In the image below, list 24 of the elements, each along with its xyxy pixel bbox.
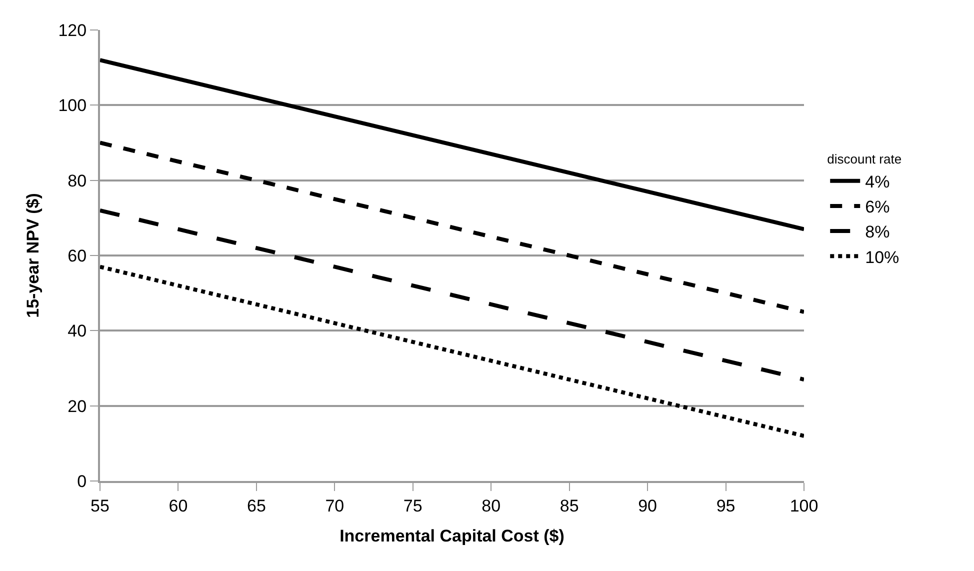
legend-label: 8% [865, 222, 890, 242]
y-tick-label: 0 [77, 472, 87, 491]
x-tick-label: 60 [168, 496, 188, 516]
x-tick-label: 55 [90, 496, 110, 516]
x-tick-label: 85 [560, 496, 579, 516]
legend-label: 4% [865, 172, 890, 192]
y-tick-label: 60 [68, 246, 87, 266]
x-tick-label: 95 [716, 496, 736, 516]
x-tick-label: 70 [325, 496, 344, 516]
x-axis-title: Incremental Capital Cost ($) [340, 526, 564, 546]
legend-title: discount rate [827, 151, 902, 166]
x-tick-label: 80 [482, 496, 501, 516]
legend-label: 6% [865, 198, 890, 217]
x-tick-label: 65 [246, 496, 266, 516]
x-tick-label: 90 [638, 496, 658, 516]
y-tick-label: 20 [68, 396, 87, 416]
x-tick-label: 75 [403, 496, 422, 516]
y-tick-label: 80 [68, 171, 87, 190]
y-tick-label: 40 [68, 322, 87, 341]
y-tick-label: 120 [58, 20, 87, 40]
x-tick-label: 100 [790, 496, 818, 516]
y-axis-title: 15-year NPV ($) [23, 193, 42, 318]
y-tick-label: 100 [58, 96, 87, 116]
legend-label: 10% [865, 248, 900, 267]
